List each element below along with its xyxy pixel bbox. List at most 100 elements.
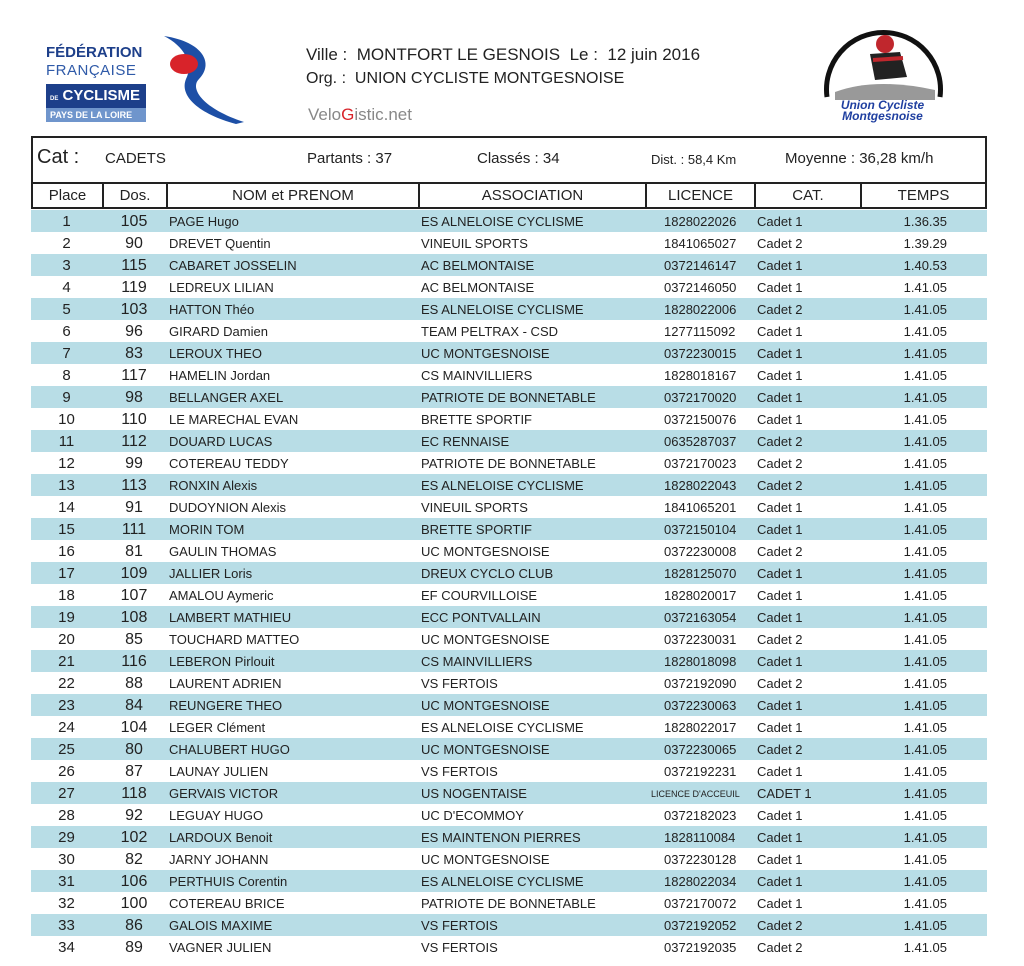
cell-name: LAURENT ADRIEN: [169, 676, 282, 691]
cell-place: 1: [62, 213, 71, 230]
velogistic-link[interactable]: VeloGistic.net: [308, 105, 412, 125]
cell-time: 1.41.05: [903, 896, 947, 911]
cell-licence: 0372192090: [664, 676, 737, 691]
cell-place: 15: [58, 521, 75, 538]
cell-dossard: 102: [120, 829, 148, 846]
cell-licence: 1841065027: [664, 236, 737, 251]
cell-category: Cadet 1: [757, 720, 803, 735]
cell-association: UC MONTGESNOISE: [421, 742, 550, 757]
cell-time: 1.41.05: [903, 808, 947, 823]
cell-place: 21: [58, 653, 75, 670]
table-row: 31 106 PERTHUIS Corentin ES ALNELOISE CYCLI…: [31, 870, 987, 892]
cell-association: VS FERTOIS: [421, 676, 498, 691]
cell-place: 6: [62, 323, 71, 340]
cell-name: GIRARD Damien: [169, 324, 268, 339]
cell-licence: 1828018167: [664, 368, 737, 383]
cell-dossard: 88: [125, 675, 143, 692]
cell-place: 2: [62, 235, 71, 252]
cell-time: 1.41.05: [903, 940, 947, 955]
cell-licence: 0372230065: [664, 742, 737, 757]
cell-category: Cadet 1: [757, 500, 803, 515]
cell-place: 19: [58, 609, 75, 626]
cell-dossard: 106: [120, 873, 148, 890]
cell-association: BRETTE SPORTIF: [421, 412, 532, 427]
cell-association: ES ALNELOISE CYCLISME: [421, 720, 584, 735]
cell-place: 31: [58, 873, 75, 890]
distance: Dist. : 58,4 Km: [651, 152, 737, 167]
cell-name: LEGUAY HUGO: [169, 808, 264, 823]
cell-dossard: 98: [125, 389, 143, 406]
cell-time: 1.39.29: [903, 236, 947, 251]
cell-category: Cadet 1: [757, 324, 803, 339]
table-row: 13 113 RONXIN Alexis ES ALNELOISE CYCLISME 1…: [31, 474, 987, 496]
uc-line-1: Union Cycliste: [840, 98, 925, 112]
cell-dossard: 96: [125, 323, 143, 340]
cell-association: PATRIOTE DE BONNETABLE: [421, 390, 596, 405]
cell-category: Cadet 1: [757, 258, 803, 273]
cell-place: 27: [58, 785, 75, 802]
table-row: 12 99 COTEREAU TEDDY PATRIOTE DE BONNETABLE…: [31, 452, 987, 474]
cell-association: VINEUIL SPORTS: [421, 236, 528, 251]
table-row: 30 82 JARNY JOHANN UC MONTGESNOISE 037223012…: [31, 848, 987, 870]
ffc-region: PAYS DE LA LOIRE: [46, 108, 146, 122]
cell-licence: 1277115092: [664, 324, 736, 339]
header-org-line: Org. : UNION CYCLISTE MONTGESNOISE: [306, 70, 624, 88]
ffc-line-3: CYCLISME: [62, 87, 141, 104]
table-row: 25 80 CHALUBERT HUGO UC MONTGESNOISE 0372230…: [31, 738, 987, 760]
cell-association: ES MAINTENON PIERRES: [421, 830, 581, 845]
cell-association: AC BELMONTAISE: [421, 258, 535, 273]
cell-association: VS FERTOIS: [421, 764, 498, 779]
cell-time: 1.41.05: [903, 544, 947, 559]
cell-dossard: 83: [125, 345, 143, 362]
cell-category: Cadet 2: [757, 434, 803, 449]
cell-association: EC RENNAISE: [421, 434, 510, 449]
cell-place: 22: [58, 675, 75, 692]
cell-category: Cadet 2: [757, 478, 803, 493]
cell-time: 1.41.05: [903, 368, 947, 383]
table-row: 5 103 HATTON Théo ES ALNELOISE CYCLISME 1828…: [31, 298, 987, 320]
cell-licence: 1828018098: [664, 654, 737, 669]
col-dos: Dos.: [104, 182, 168, 209]
cell-licence: 0372170020: [664, 390, 737, 405]
cell-licence: 0372192052: [664, 918, 737, 933]
cell-dossard: 85: [125, 631, 143, 648]
cell-name: LEGER Clément: [169, 720, 266, 735]
cell-place: 24: [58, 719, 75, 736]
table-row: 26 87 LAUNAY JULIEN VS FERTOIS 0372192231 Cad…: [31, 760, 987, 782]
cell-licence: 1828022006: [664, 302, 737, 317]
cell-category: Cadet 1: [757, 808, 803, 823]
ffc-logo: FÉDÉRATION FRANÇAISE DE CYCLISME PAYS DE…: [44, 34, 249, 126]
cell-time: 1.41.05: [903, 874, 947, 889]
cell-category: Cadet 2: [757, 302, 803, 317]
table-row: 34 89 VAGNER JULIEN VS FERTOIS 0372192035 Cad…: [31, 936, 987, 958]
cell-category: Cadet 1: [757, 830, 803, 845]
uc-line-2: Montgesnoise: [842, 109, 923, 123]
cell-place: 14: [58, 499, 75, 516]
cell-time: 1.41.05: [903, 610, 947, 625]
cell-association: ES ALNELOISE CYCLISME: [421, 478, 584, 493]
table-row: 29 102 LARDOUX Benoit ES MAINTENON PIERRES 1…: [31, 826, 987, 848]
cell-place: 12: [58, 455, 75, 472]
table-row: 16 81 GAULIN THOMAS UC MONTGESNOISE 03722300…: [31, 540, 987, 562]
cell-association: UC MONTGESNOISE: [421, 346, 550, 361]
cell-time: 1.41.05: [903, 632, 947, 647]
cell-category: Cadet 1: [757, 698, 803, 713]
site-part: G: [341, 105, 355, 124]
cell-category: Cadet 1: [757, 368, 803, 383]
cell-dossard: 82: [125, 851, 143, 868]
col-temps: TEMPS: [897, 187, 950, 204]
cell-dossard: 104: [120, 719, 148, 736]
cell-category: Cadet 2: [757, 676, 803, 691]
cell-dossard: 86: [125, 917, 143, 934]
org-label: Org. :: [306, 70, 347, 87]
cell-association: ES ALNELOISE CYCLISME: [421, 302, 584, 317]
cell-time: 1.41.05: [903, 852, 947, 867]
col-place: Place: [33, 182, 104, 209]
cell-licence: 0372150104: [664, 522, 737, 537]
cell-licence: 0372170023: [664, 456, 737, 471]
cell-association: ECC PONTVALLAIN: [421, 610, 541, 625]
cell-time: 1.41.05: [903, 742, 947, 757]
uc-montgesnoise-logo: Union Cycliste Montgesnoise: [815, 22, 950, 130]
cell-name: LARDOUX Benoit: [169, 830, 273, 845]
cell-name: GERVAIS VICTOR: [169, 786, 279, 801]
